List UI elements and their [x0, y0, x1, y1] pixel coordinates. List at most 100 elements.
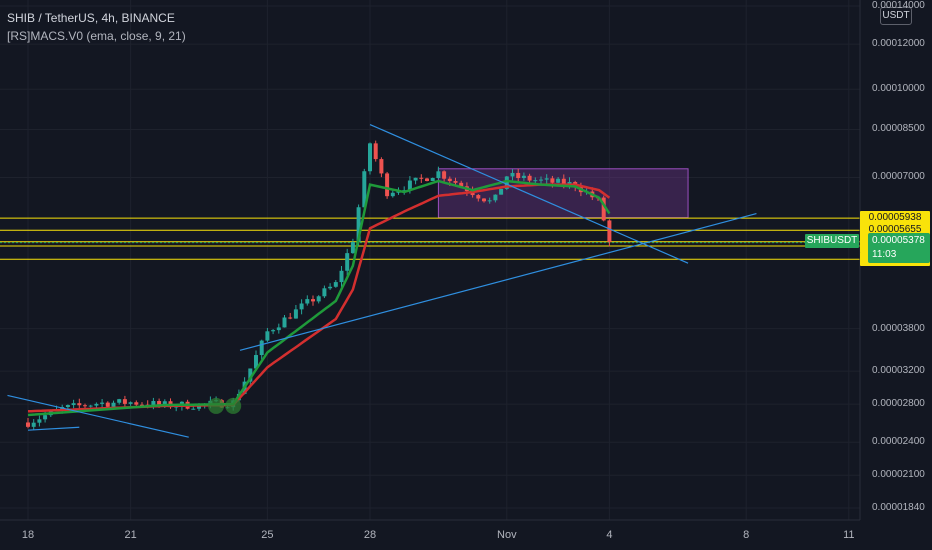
trendline	[27, 426, 80, 431]
candle	[316, 296, 321, 302]
candle	[248, 368, 253, 382]
x-tick-label: 18	[21, 529, 35, 541]
candle	[345, 253, 350, 271]
candle	[117, 399, 122, 403]
candle	[328, 286, 333, 289]
candle	[413, 177, 418, 181]
x-tick-label: 25	[261, 529, 274, 541]
current-price-label: 0.00005378	[872, 235, 925, 246]
candle	[368, 143, 372, 172]
y-tick-label: 0.00002800	[872, 398, 925, 410]
countdown-label: 11:03	[872, 249, 897, 260]
current-price-tag: 0.00005378 11:03	[868, 233, 930, 263]
signal-marker	[225, 397, 242, 414]
candle	[100, 402, 105, 404]
candle	[419, 177, 424, 179]
y-tick-label: 0.00008500	[872, 123, 925, 135]
y-tick-label: 0.00010000	[872, 83, 925, 95]
candle	[31, 422, 36, 427]
candle	[162, 401, 167, 405]
candle	[37, 419, 42, 423]
candle	[157, 401, 162, 405]
candle	[521, 175, 526, 179]
y-tick-label: 0.00014000	[872, 0, 925, 11]
candle	[379, 159, 384, 174]
x-tick-label: 11	[843, 529, 855, 541]
candle	[487, 200, 492, 202]
x-tick-label: 28	[363, 529, 377, 541]
candle	[556, 178, 561, 183]
y-tick-label: 0.00002100	[872, 469, 925, 481]
candle	[544, 178, 549, 180]
candle	[254, 355, 258, 369]
x-tick-label: 8	[743, 529, 750, 541]
level-price-tag: 0.00005938	[860, 211, 930, 226]
consolidation-box	[437, 168, 689, 219]
indicator-label[interactable]: [RS]MACS.V0 (ema, close, 9, 21)	[7, 29, 186, 43]
candle	[122, 399, 127, 404]
candle	[510, 172, 515, 177]
chart-title: SHIB / TetherUS, 4h, BINANCE	[7, 11, 175, 25]
trendline	[7, 394, 189, 438]
candle	[293, 309, 298, 319]
candle	[322, 288, 327, 297]
candle	[356, 207, 361, 243]
candle	[43, 415, 48, 420]
candle	[493, 194, 498, 201]
candle	[65, 405, 70, 408]
candle	[385, 173, 390, 197]
candle	[105, 402, 110, 407]
candle	[151, 401, 156, 407]
candle	[282, 317, 287, 328]
candle	[88, 405, 93, 407]
candle	[191, 408, 196, 410]
candle	[94, 403, 99, 406]
candle	[447, 178, 452, 182]
candle	[459, 182, 464, 187]
candle	[453, 181, 458, 183]
candle	[140, 404, 144, 406]
currency-button[interactable]: USDT	[880, 7, 912, 25]
y-tick-label: 0.00007000	[872, 171, 925, 183]
ema-fast-line	[27, 179, 611, 417]
candle	[504, 176, 509, 189]
candle	[362, 171, 367, 208]
candle	[527, 175, 532, 181]
candle	[333, 282, 338, 287]
candle	[499, 188, 504, 195]
candle	[430, 178, 435, 182]
box-layer	[437, 168, 689, 219]
y-tick-label: 0.00002400	[872, 436, 925, 448]
candle	[339, 270, 344, 283]
candle	[71, 403, 76, 406]
candle	[111, 402, 116, 407]
candle	[516, 172, 521, 179]
x-tick-label: 21	[124, 529, 137, 541]
candle	[533, 180, 538, 182]
candle	[442, 171, 447, 179]
candle	[276, 327, 281, 331]
candle	[601, 197, 606, 221]
trendline	[369, 123, 689, 264]
x-tick-label: Nov	[497, 529, 517, 541]
candle	[482, 198, 486, 202]
trendline	[239, 212, 757, 351]
x-tick-label: 4	[606, 529, 613, 541]
candle	[259, 340, 264, 356]
candle	[390, 192, 395, 197]
candle	[350, 242, 355, 254]
grid	[0, 0, 860, 520]
candle	[561, 178, 566, 185]
candle	[128, 402, 133, 404]
candle	[288, 317, 293, 319]
candle	[373, 143, 378, 160]
y-tick-label: 0.00001840	[872, 502, 925, 513]
candle	[539, 179, 543, 181]
candle	[607, 220, 612, 242]
candle	[402, 190, 407, 192]
candle	[407, 180, 412, 191]
candle	[265, 331, 270, 341]
markers-layer	[208, 397, 242, 414]
